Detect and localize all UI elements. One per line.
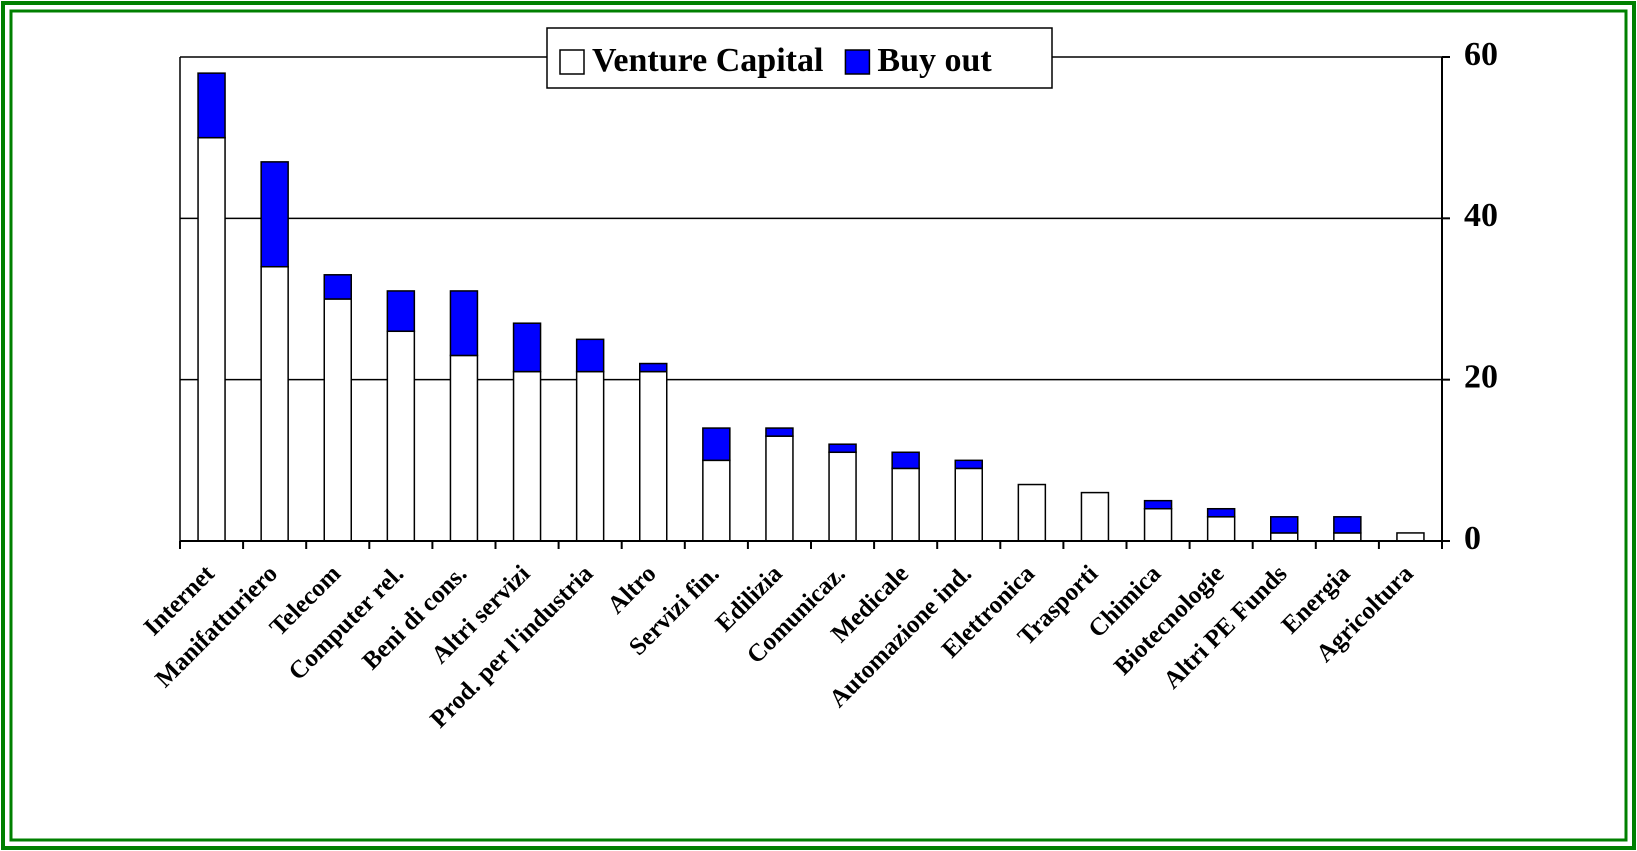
bar-segment (1143, 507, 1173, 542)
bar-segment (449, 290, 479, 357)
bar-segment (1396, 532, 1425, 542)
bar-segment (1143, 499, 1173, 510)
bar-segment (449, 354, 479, 542)
bar-segment (197, 72, 226, 139)
bar-segment (1017, 483, 1047, 542)
bar-segment (702, 459, 731, 542)
bar-segment (828, 451, 857, 542)
y-tick-label: 40 (1464, 197, 1498, 234)
bar-segment (765, 427, 794, 437)
x-tick-label: Altro (603, 560, 662, 619)
legend-box (546, 27, 1053, 89)
x-tick-label: Biotecnologie (1109, 560, 1229, 680)
bar-segment (386, 290, 416, 333)
bar-segment (386, 330, 416, 542)
bar-segment (702, 427, 731, 462)
bar-segment (765, 435, 794, 542)
bar-segment (954, 459, 983, 470)
bar-segment (1270, 532, 1299, 542)
bar-segment (891, 467, 920, 542)
inner-frame (9, 9, 1628, 842)
bar-segment (512, 322, 542, 373)
bar-segment (260, 265, 289, 542)
bar-segment (323, 274, 352, 300)
legend-label: Venture Capital (592, 42, 823, 79)
bar-segment (260, 161, 289, 268)
bar-segment (1080, 491, 1110, 542)
bar-segment (197, 136, 226, 542)
bar-segment (639, 370, 668, 542)
bar-segment (575, 370, 605, 542)
bar-segment (512, 370, 542, 542)
bar-segment (1270, 516, 1299, 534)
bar-segment (954, 467, 983, 542)
legend-swatch (844, 49, 871, 75)
legend-label: Buy out (877, 42, 992, 79)
bar-segment (575, 338, 605, 373)
bar-segment (1333, 532, 1362, 542)
bar-segment (639, 362, 668, 373)
bar-segment (1333, 516, 1362, 534)
y-tick-label: 0 (1464, 520, 1481, 557)
y-tick-label: 60 (1464, 36, 1498, 73)
legend-swatch (559, 49, 585, 75)
bar-segment (1206, 507, 1236, 518)
bar-segment (828, 443, 857, 454)
bar-segment (1206, 516, 1236, 542)
bar-segment (891, 451, 920, 470)
y-tick-label: 20 (1464, 358, 1498, 395)
bar-segment (323, 298, 352, 542)
